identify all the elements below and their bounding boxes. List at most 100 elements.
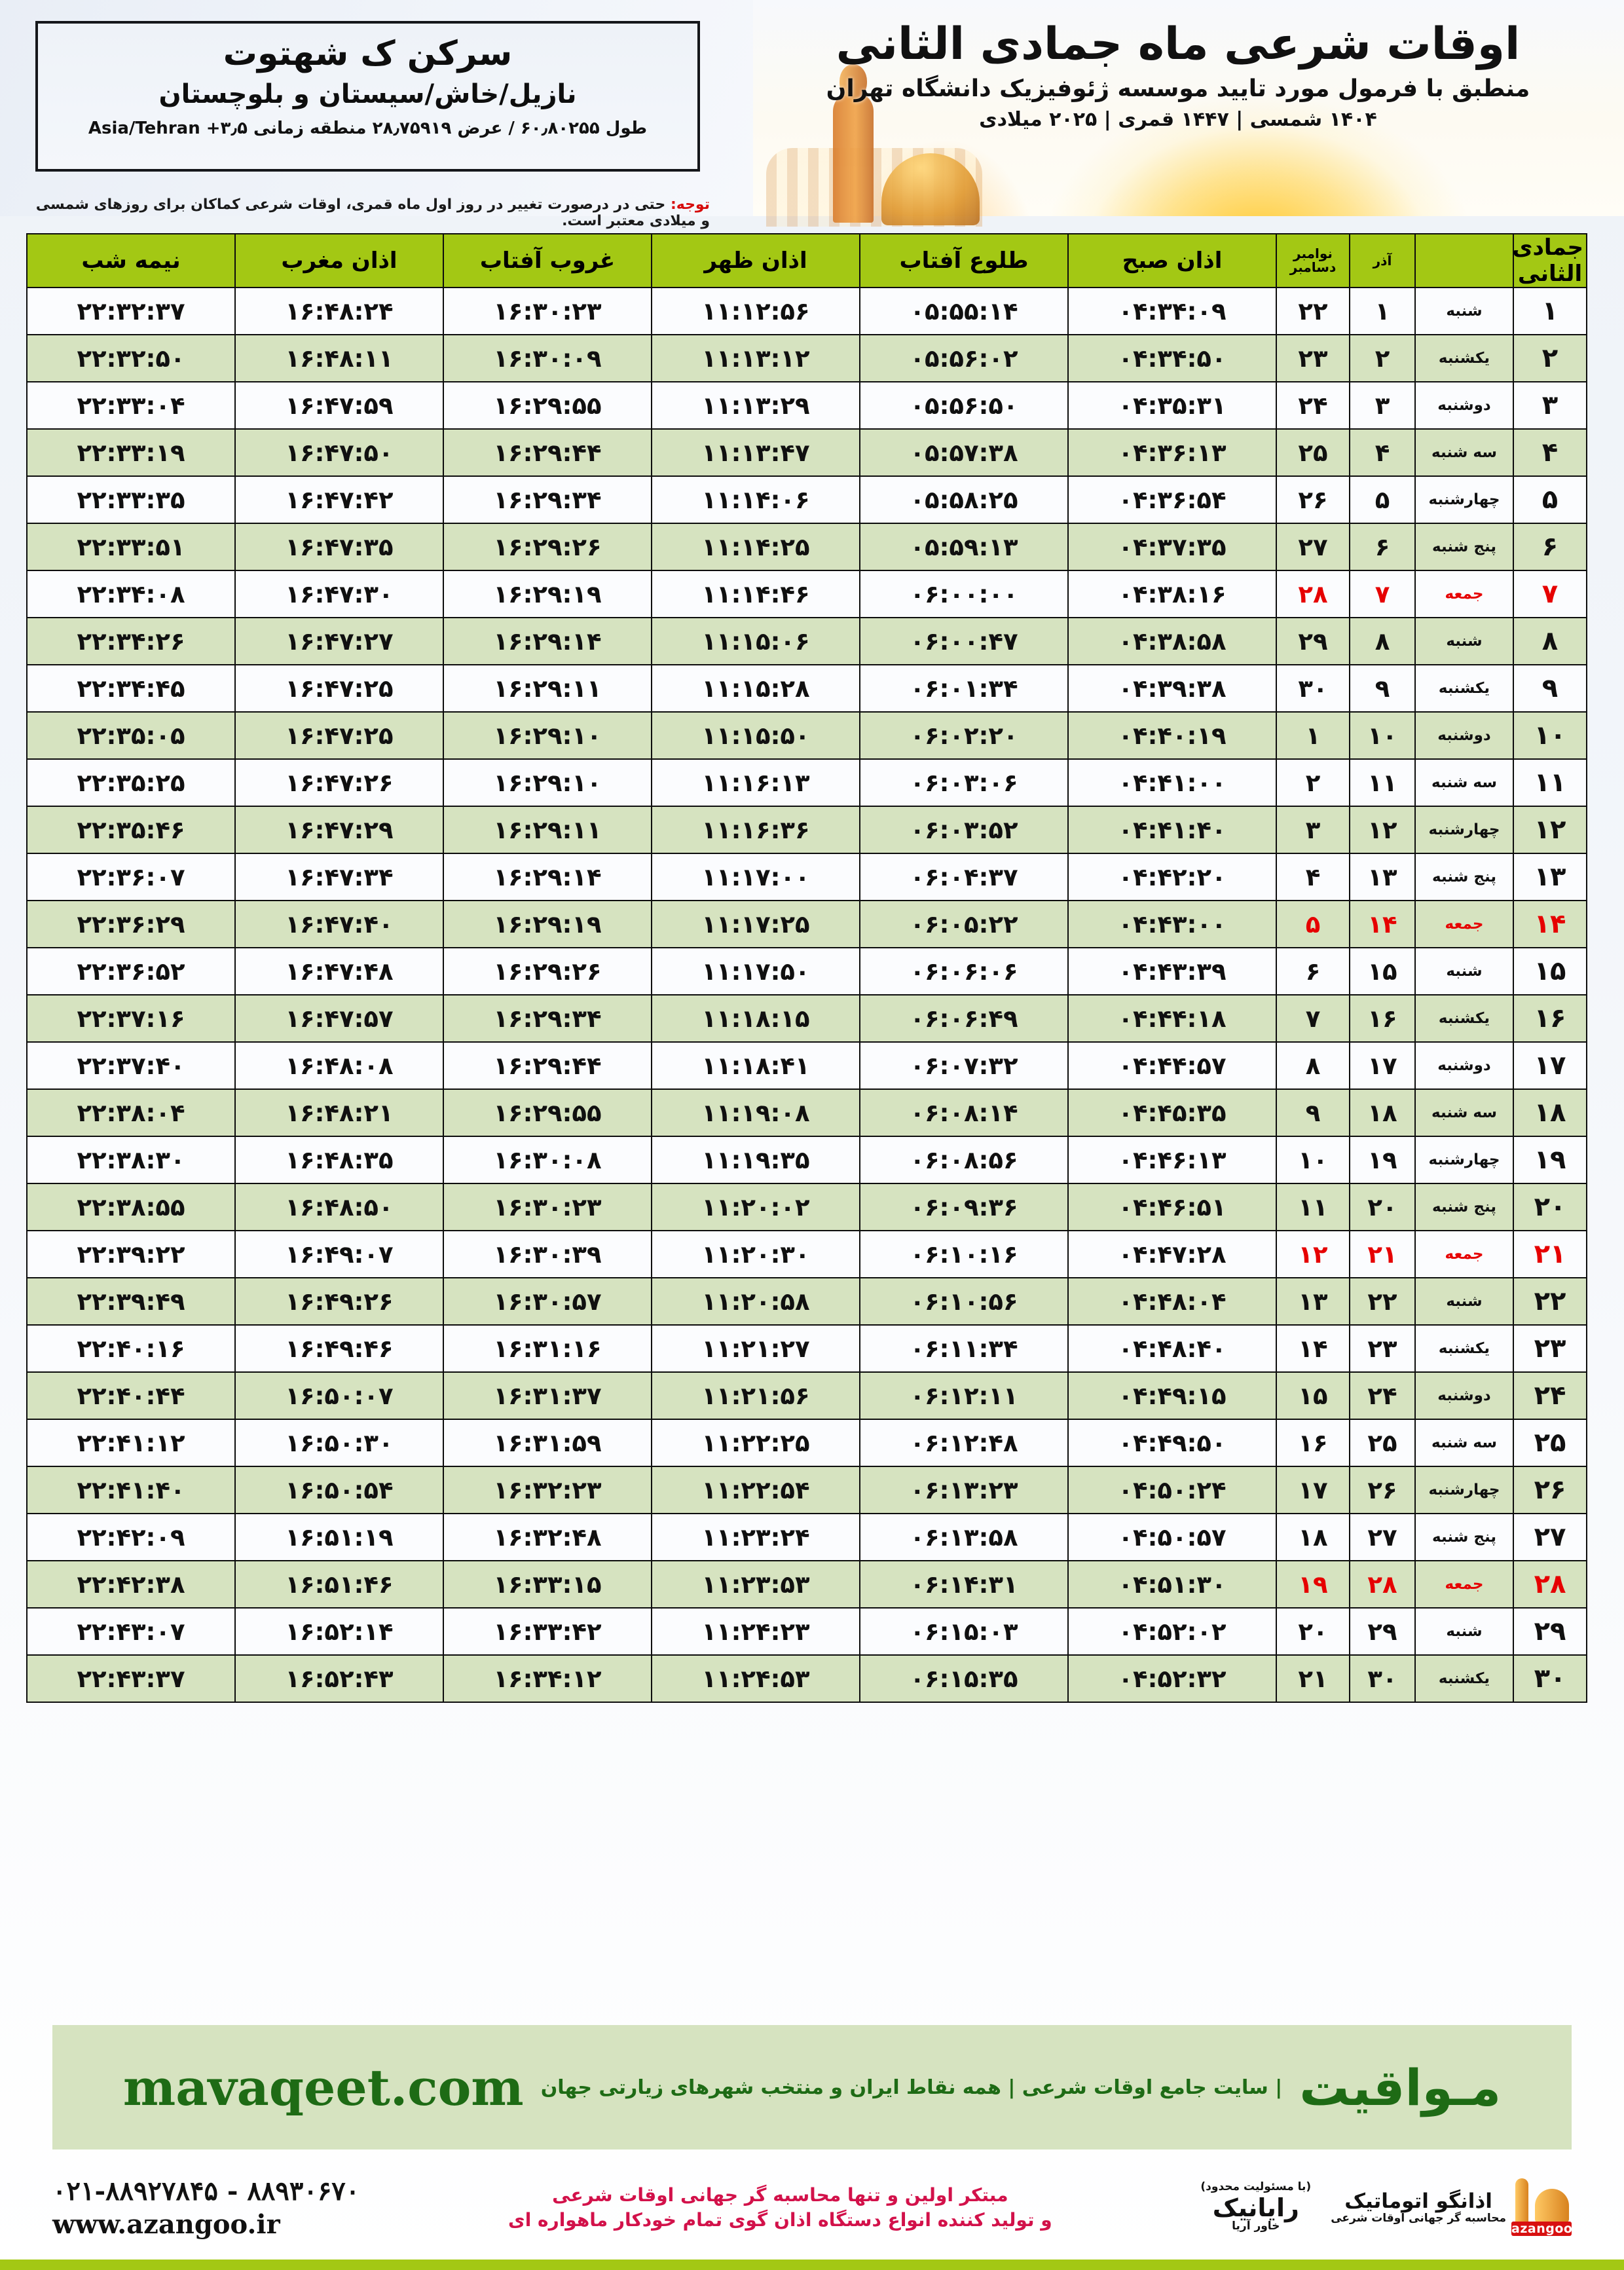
cell-azar: ۶ xyxy=(1349,523,1416,571)
cell-jamadi: ۲۵ xyxy=(1513,1419,1587,1467)
cell-dhuhr: ۱۱:۱۶:۳۶ xyxy=(651,806,860,854)
cell-greg: ۲۲ xyxy=(1276,287,1350,335)
table-row: ۱۴ جمعه ۱۴ ۵ ۰۴:۴۳:۰۰ ۰۶:۰۵:۲۲ ۱۱:۱۷:۲۵ ۱۶:۲۹:۱… xyxy=(26,900,1587,948)
cell-jamadi: ۱۰ xyxy=(1513,711,1587,760)
azangoo-logo-text: اذانگو اتوماتیک محاسبه گر جهانی اوقات شر… xyxy=(1331,2191,1506,2225)
cell-midnight: ۲۲:۳۵:۰۵ xyxy=(26,711,236,760)
page-header: اوقات شرعی ماه جمادی الثانی منطبق با فرم… xyxy=(0,0,1624,229)
promo-brand-fa: مـواقیت xyxy=(1299,2058,1502,2117)
cell-maghrib: ۱۶:۴۷:۲۵ xyxy=(234,664,444,713)
note-line: توجه: حتی در درصورت تغییر در روز اول ماه… xyxy=(35,196,710,229)
cell-greg: ۲۰ xyxy=(1276,1607,1350,1656)
cell-greg: ۱۸ xyxy=(1276,1513,1350,1561)
cell-maghrib: ۱۶:۵۰:۰۷ xyxy=(234,1371,444,1420)
cell-azar: ۱۹ xyxy=(1349,1136,1416,1184)
footer-website[interactable]: www.azangoo.ir xyxy=(52,2209,280,2240)
cell-greg: ۱۶ xyxy=(1276,1419,1350,1467)
cell-jamadi: ۸ xyxy=(1513,617,1587,665)
cell-jamadi: ۲۳ xyxy=(1513,1324,1587,1373)
cell-dayname: چهارشنبه xyxy=(1414,475,1514,524)
cell-sunset: ۱۶:۲۹:۴۴ xyxy=(443,428,652,477)
cell-jamadi: ۹ xyxy=(1513,664,1587,713)
cell-sunrise: ۰۶:۰۶:۴۹ xyxy=(859,994,1069,1043)
cell-dhuhr: ۱۱:۱۷:۲۵ xyxy=(651,900,860,948)
cell-midnight: ۲۲:۴۲:۰۹ xyxy=(26,1513,236,1561)
cell-dayname: دوشنبه xyxy=(1414,1041,1514,1090)
cell-jamadi: ۷ xyxy=(1513,570,1587,618)
cell-maghrib: ۱۶:۴۸:۳۵ xyxy=(234,1136,444,1184)
cell-sunset: ۱۶:۳۴:۱۲ xyxy=(443,1654,652,1703)
cell-greg: ۳ xyxy=(1276,806,1350,854)
cell-jamadi: ۱ xyxy=(1513,287,1587,335)
cell-dayname: پنج شنبه xyxy=(1414,523,1514,571)
table-row: ۲۳ یکشنبه ۲۳ ۱۴ ۰۴:۴۸:۴۰ ۰۶:۱۱:۳۴ ۱۱:۲۱:۲۷ ۱۶:۳… xyxy=(26,1324,1587,1373)
cell-dayname: جمعه xyxy=(1414,1230,1514,1278)
note-label: توجه: xyxy=(670,196,710,213)
table-row: ۲۹ شنبه ۲۹ ۲۰ ۰۴:۵۲:۰۲ ۰۶:۱۵:۰۳ ۱۱:۲۴:۲۳ ۱۶:۳۳:… xyxy=(26,1607,1587,1656)
cell-maghrib: ۱۶:۴۸:۲۴ xyxy=(234,287,444,335)
footer-phone: ۰۲۱-۸۸۹۲۷۸۴۵ - ۸۸۹۳۰۶۷۰ xyxy=(52,2176,360,2206)
cell-dayname: سه شنبه xyxy=(1414,1088,1514,1137)
cell-fajr: ۰۴:۴۶:۵۱ xyxy=(1067,1183,1277,1231)
cell-dayname: یکشنبه xyxy=(1414,1324,1514,1373)
cell-sunrise: ۰۶:۰۷:۳۲ xyxy=(859,1041,1069,1090)
cell-dhuhr: ۱۱:۱۴:۰۶ xyxy=(651,475,860,524)
cell-sunrise: ۰۵:۵۶:۰۲ xyxy=(859,334,1069,382)
prayer-times-table: جمادی الثانی آذر نوامبر دسامبر اذان صبح … xyxy=(26,233,1587,1703)
column-header-weekday xyxy=(1414,233,1514,288)
location-path: نازیل/خاش/سیستان و بلوچستان xyxy=(158,79,577,109)
cell-maghrib: ۱۶:۴۸:۵۰ xyxy=(234,1183,444,1231)
cell-sunrise: ۰۶:۰۴:۳۷ xyxy=(859,853,1069,901)
note-text: حتی در درصورت تغییر در روز اول ماه قمری،… xyxy=(35,196,710,229)
cell-greg: ۲۷ xyxy=(1276,523,1350,571)
table-row: ۲۷ پنج شنبه ۲۷ ۱۸ ۰۴:۵۰:۵۷ ۰۶:۱۳:۵۸ ۱۱:۲۳:۲۴ ۱۶… xyxy=(26,1513,1587,1561)
cell-dhuhr: ۱۱:۲۳:۵۳ xyxy=(651,1560,860,1609)
cell-dhuhr: ۱۱:۱۲:۵۶ xyxy=(651,287,860,335)
cell-azar: ۸ xyxy=(1349,617,1416,665)
cell-sunrise: ۰۶:۱۵:۰۳ xyxy=(859,1607,1069,1656)
cell-sunset: ۱۶:۲۹:۱۴ xyxy=(443,617,652,665)
cell-dhuhr: ۱۱:۲۴:۲۳ xyxy=(651,1607,860,1656)
cell-sunset: ۱۶:۲۹:۱۹ xyxy=(443,570,652,618)
cell-midnight: ۲۲:۳۶:۰۷ xyxy=(26,853,236,901)
cell-dhuhr: ۱۱:۲۲:۵۴ xyxy=(651,1466,860,1514)
column-header-december: دسامبر xyxy=(1289,259,1337,275)
cell-jamadi: ۲۷ xyxy=(1513,1513,1587,1561)
cell-maghrib: ۱۶:۴۹:۲۶ xyxy=(234,1277,444,1326)
cell-greg: ۲ xyxy=(1276,758,1350,807)
cell-maghrib: ۱۶:۵۰:۵۴ xyxy=(234,1466,444,1514)
cell-azar: ۲۰ xyxy=(1349,1183,1416,1231)
cell-greg: ۹ xyxy=(1276,1088,1350,1137)
cell-azar: ۹ xyxy=(1349,664,1416,713)
table-row: ۱۶ یکشنبه ۱۶ ۷ ۰۴:۴۴:۱۸ ۰۶:۰۶:۴۹ ۱۱:۱۸:۱۵ ۱۶:۲۹… xyxy=(26,994,1587,1043)
cell-sunrise: ۰۶:۰۰:۰۰ xyxy=(859,570,1069,618)
footer-description: مبتکر اولین و تنها محاسبه گر جهانی اوقات… xyxy=(508,2183,1052,2233)
cell-maghrib: ۱۶:۴۷:۴۰ xyxy=(234,900,444,948)
cell-sunrise: ۰۶:۰۸:۵۶ xyxy=(859,1136,1069,1184)
cell-dhuhr: ۱۱:۲۴:۵۳ xyxy=(651,1654,860,1703)
cell-jamadi: ۴ xyxy=(1513,428,1587,477)
cell-fajr: ۰۴:۴۲:۲۰ xyxy=(1067,853,1277,901)
cell-greg: ۵ xyxy=(1276,900,1350,948)
cell-jamadi: ۲۱ xyxy=(1513,1230,1587,1278)
cell-greg: ۴ xyxy=(1276,853,1350,901)
cell-jamadi: ۱۸ xyxy=(1513,1088,1587,1137)
table-row: ۹ یکشنبه ۹ ۳۰ ۰۴:۳۹:۳۸ ۰۶:۰۱:۳۴ ۱۱:۱۵:۲۸ ۱۶:۲۹:… xyxy=(26,664,1587,713)
cell-sunrise: ۰۵:۵۹:۱۳ xyxy=(859,523,1069,571)
cell-maghrib: ۱۶:۴۷:۴۸ xyxy=(234,947,444,995)
cell-sunrise: ۰۶:۱۲:۱۱ xyxy=(859,1371,1069,1420)
cell-azar: ۱۶ xyxy=(1349,994,1416,1043)
table-row: ۸ شنبه ۸ ۲۹ ۰۴:۳۸:۵۸ ۰۶:۰۰:۴۷ ۱۱:۱۵:۰۶ ۱۶:۲۹:۱۴… xyxy=(26,617,1587,665)
calendar-years: ۱۴۰۴ شمسی | ۱۴۴۷ قمری | ۲۰۲۵ میلادی xyxy=(979,108,1377,132)
table-row: ۱ شنبه ۱ ۲۲ ۰۴:۳۴:۰۹ ۰۵:۵۵:۱۴ ۱۱:۱۲:۵۶ ۱۶:۳۰:۲۳… xyxy=(26,287,1587,335)
promo-brand-en[interactable]: mavaqeet.com xyxy=(122,2058,524,2117)
cell-fajr: ۰۴:۴۸:۰۴ xyxy=(1067,1277,1277,1326)
cell-jamadi: ۲۹ xyxy=(1513,1607,1587,1656)
bottom-bar xyxy=(0,2260,1624,2270)
cell-sunrise: ۰۶:۰۱:۳۴ xyxy=(859,664,1069,713)
cell-azar: ۲۱ xyxy=(1349,1230,1416,1278)
cell-sunset: ۱۶:۲۹:۵۵ xyxy=(443,381,652,430)
table-row: ۵ چهارشنبه ۵ ۲۶ ۰۴:۳۶:۵۴ ۰۵:۵۸:۲۵ ۱۱:۱۴:۰۶ ۱۶:۲… xyxy=(26,475,1587,524)
cell-azar: ۱۷ xyxy=(1349,1041,1416,1090)
table-row: ۱۲ چهارشنبه ۱۲ ۳ ۰۴:۴۱:۴۰ ۰۶:۰۳:۵۲ ۱۱:۱۶:۳۶ ۱۶:… xyxy=(26,806,1587,854)
